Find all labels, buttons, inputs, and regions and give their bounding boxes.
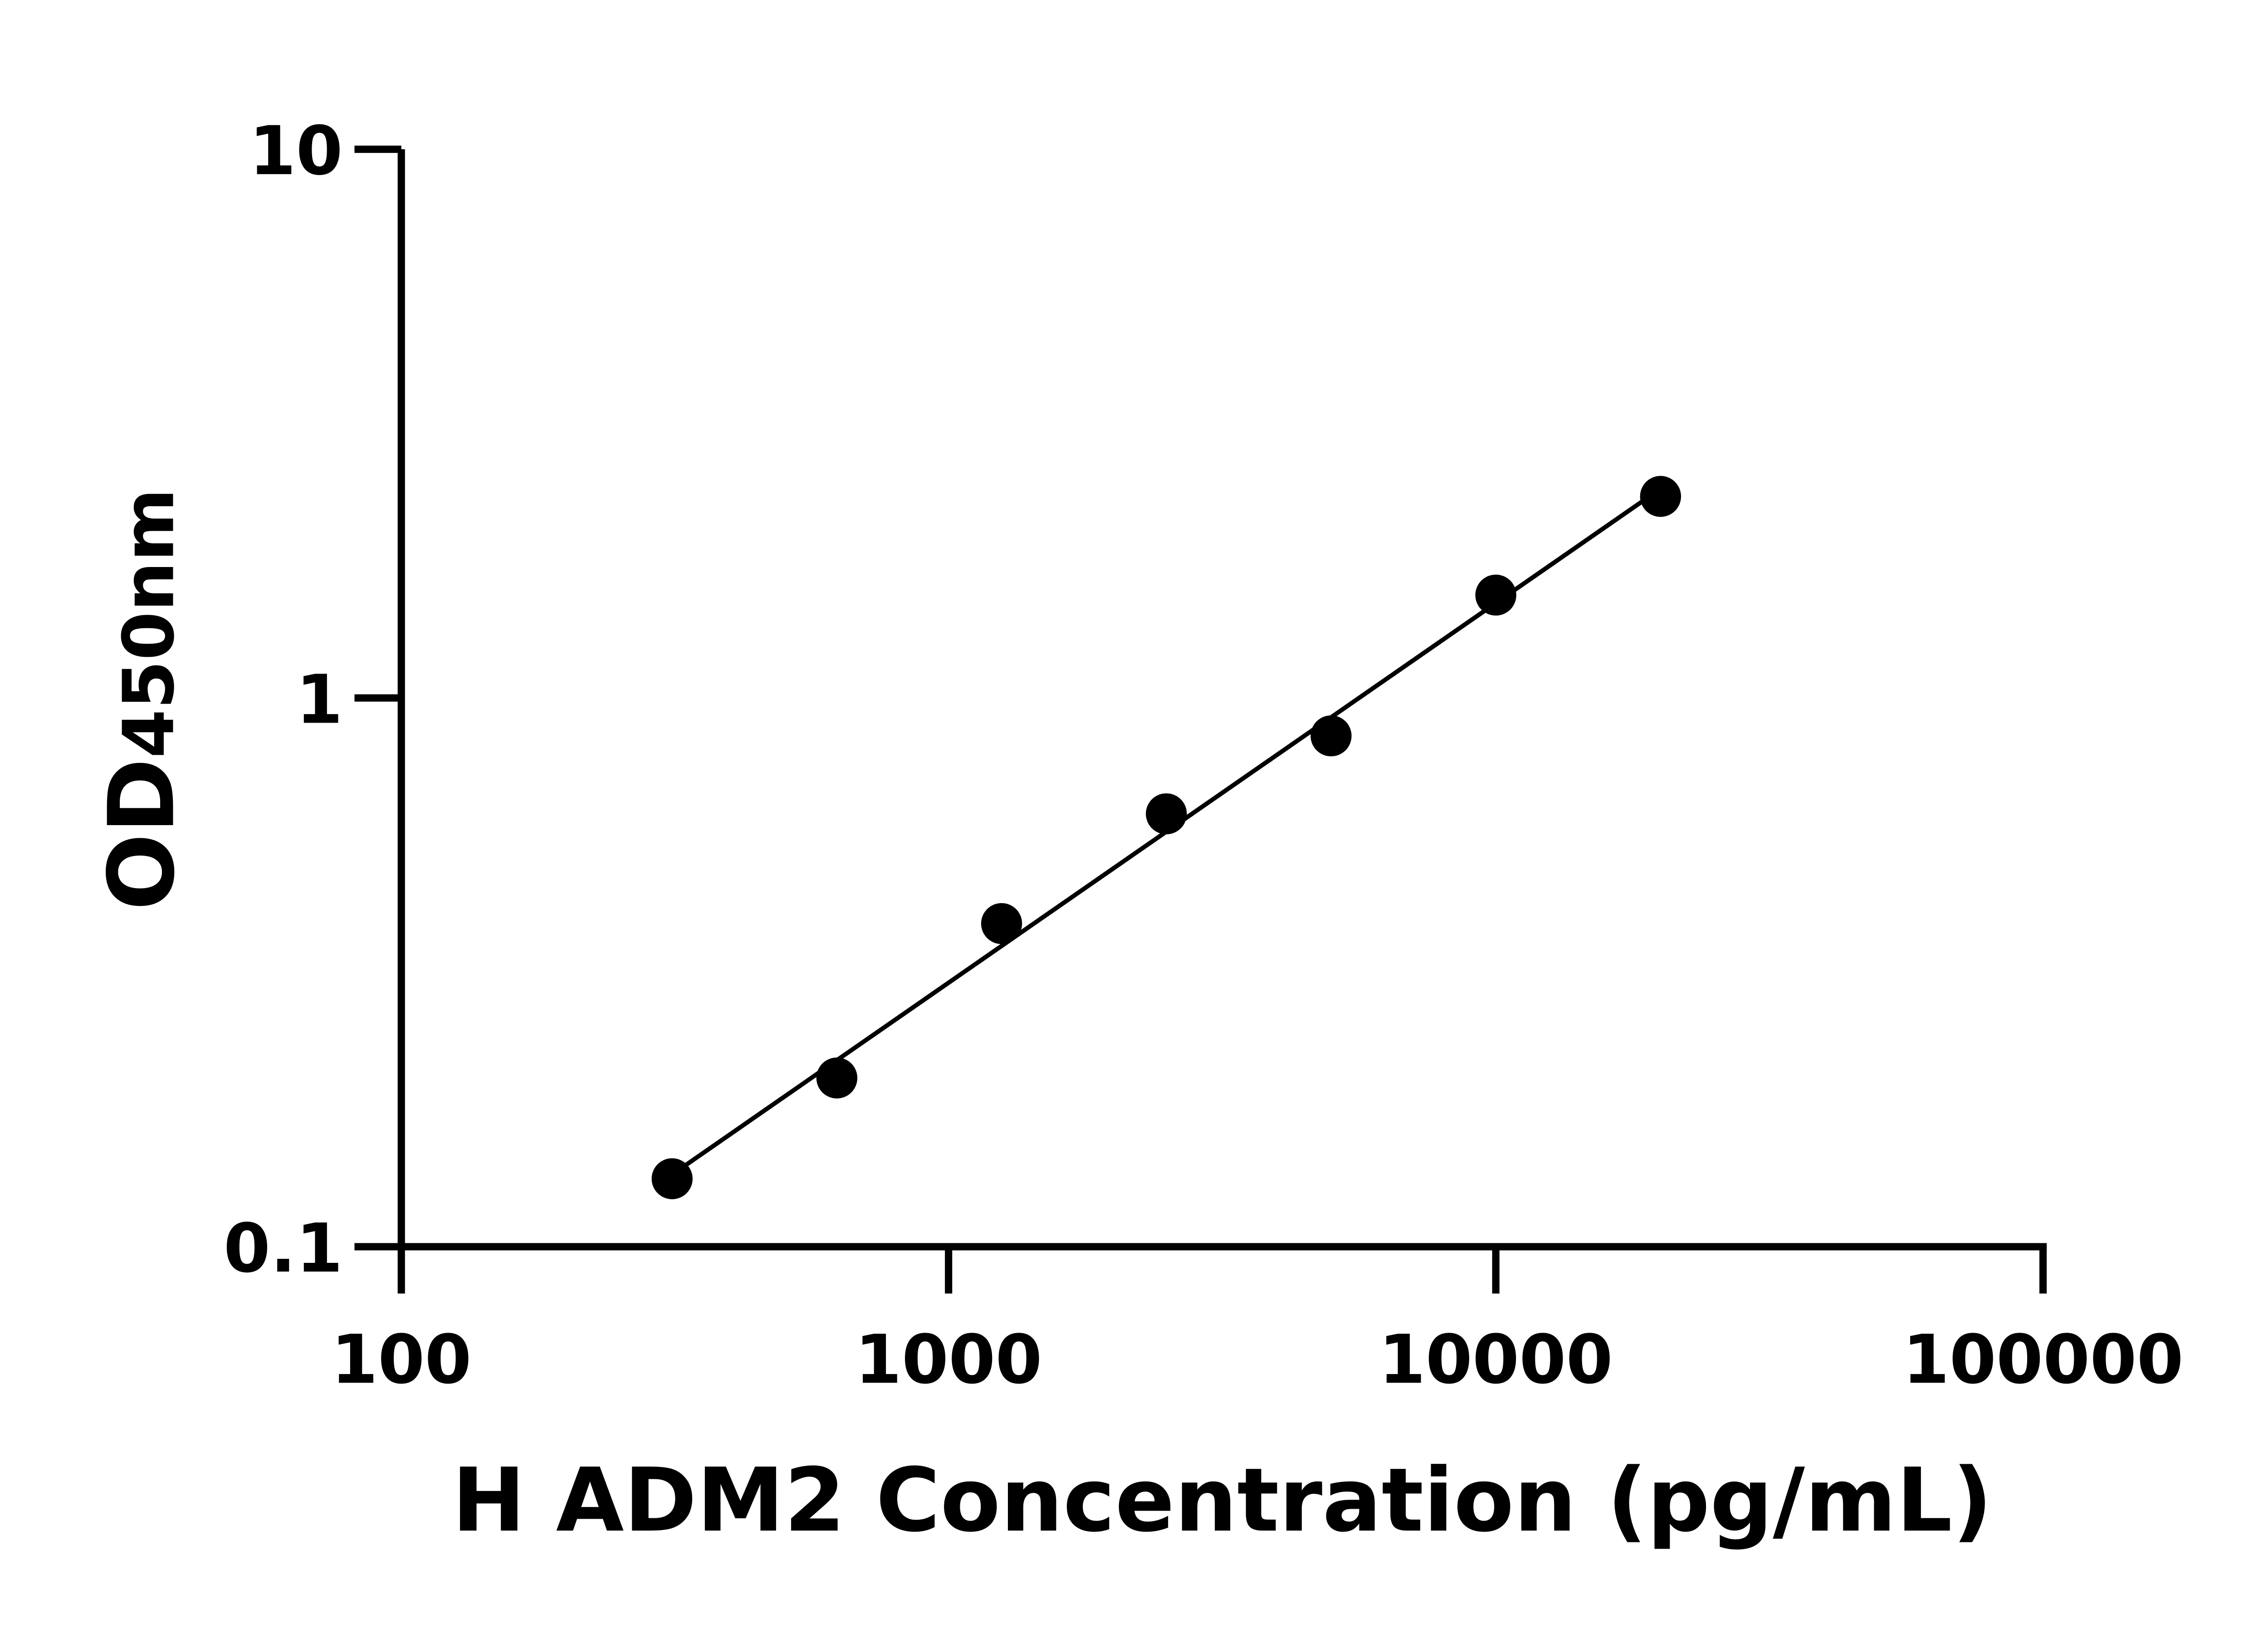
data-point — [1475, 574, 1516, 616]
data-point — [981, 903, 1022, 944]
y-tick-label: 10 — [249, 112, 342, 190]
y-axis-label-main: OD — [89, 758, 195, 910]
data-point — [1146, 793, 1187, 835]
data-points — [651, 476, 1681, 1199]
y-axis-label: OD450nm — [89, 489, 195, 911]
axes — [397, 149, 2047, 1251]
ticks: 100 1000 10000 100000 0.1 1 10 — [224, 112, 2184, 1399]
data-point — [1310, 715, 1352, 757]
x-axis-label: H ADM2 Concentration (pg/mL) — [452, 1449, 1992, 1551]
y-tick-label: 0.1 — [224, 1209, 343, 1287]
data-point — [816, 1057, 858, 1099]
data-point — [651, 1158, 693, 1199]
y-tick-label: 1 — [296, 660, 342, 739]
x-tick-label: 100 — [331, 1320, 472, 1398]
x-tick-label: 10000 — [1379, 1320, 1613, 1398]
x-tick-label: 100000 — [1902, 1320, 2183, 1398]
data-point — [1640, 476, 1681, 517]
y-axis-label-subscript: 450nm — [108, 489, 190, 758]
x-tick-label: 1000 — [855, 1320, 1042, 1398]
